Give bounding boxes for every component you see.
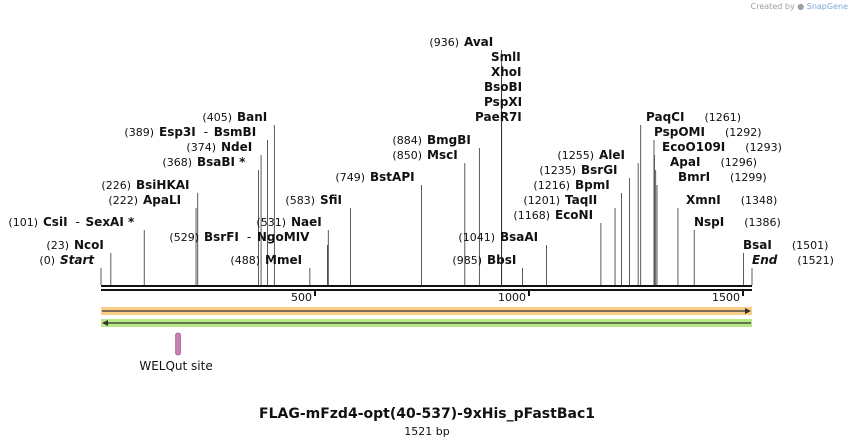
ruler-tick-label: 1500: [712, 291, 740, 304]
site-name: BsaAI: [500, 230, 538, 244]
site-name: BmgBI: [427, 133, 471, 147]
site-position: (884): [392, 134, 422, 147]
site-name: NspI: [694, 215, 724, 229]
site-position: (488): [230, 254, 260, 267]
site-position: (1386): [744, 216, 781, 229]
ruler-tick-label: 1000: [498, 291, 526, 304]
site-name: AleI: [599, 148, 625, 162]
site-position: (101): [8, 216, 38, 229]
site-name: MmeI: [265, 253, 302, 267]
sequence-title: FLAG-mFzd4-opt(40-537)-9xHis_pFastBac1: [259, 406, 595, 422]
site-name: TaqII: [565, 193, 597, 207]
site-position: (1168): [513, 209, 550, 222]
welqut-site-label: WELQut site: [139, 359, 212, 373]
site-name: PaeR7I: [475, 110, 522, 124]
site-name: ApaI: [670, 155, 700, 169]
snapgene-credit: Created by ● SnapGene: [751, 2, 848, 11]
site-name: MscI: [427, 148, 458, 162]
site-position: (368): [162, 156, 192, 169]
site-name: SmlI: [491, 50, 521, 64]
site-position: (1292): [725, 126, 762, 139]
site-name: BbsI: [487, 253, 516, 267]
site-name: BsiHKAI: [136, 178, 190, 192]
site-position: (850): [392, 149, 422, 162]
site-alias: BsmBI: [214, 125, 256, 139]
snapgene-logo-icon: ●: [797, 2, 805, 11]
orange-feature-arrowhead: [745, 308, 751, 314]
site-position: (529): [169, 231, 199, 244]
site-position: (1348): [741, 194, 778, 207]
site-name: BsoBI: [484, 80, 522, 94]
site-alias: SexAI *: [86, 215, 135, 229]
site-position: (1501): [792, 239, 829, 252]
site-name: Esp3I: [159, 125, 196, 139]
site-position: (985): [452, 254, 482, 267]
site-name: EcoO109I: [662, 140, 725, 154]
sequence-length: 1521 bp: [404, 425, 450, 438]
site-position: (1261): [704, 111, 741, 124]
site-name: BmrI: [678, 170, 710, 184]
site-position: (583): [285, 194, 315, 207]
site-name: NaeI: [291, 215, 322, 229]
site-name: Start: [60, 253, 95, 267]
site-position: (749): [335, 171, 365, 184]
site-name: XmnI: [686, 193, 721, 207]
site-position: (1041): [458, 231, 495, 244]
ruler-tick-label: 500: [291, 291, 312, 304]
site-name: CsiI: [43, 215, 68, 229]
site-position: (389): [124, 126, 154, 139]
site-name: BanI: [237, 110, 267, 124]
site-name: NcoI: [74, 238, 104, 252]
site-name: EcoNI: [555, 208, 593, 222]
site-position: (531): [256, 216, 286, 229]
site-position: (1216): [533, 179, 570, 192]
site-name: AvaI: [464, 35, 493, 49]
site-name: BpmI: [575, 178, 610, 192]
site-name: BsrGI: [581, 163, 618, 177]
site-name: SfiI: [320, 193, 342, 207]
site-alias-separator: -: [247, 230, 251, 244]
site-position: (1293): [745, 141, 782, 154]
site-position: (1299): [730, 171, 767, 184]
site-position: (1255): [557, 149, 594, 162]
site-name: XhoI: [491, 65, 522, 79]
site-position: (405): [202, 111, 232, 124]
site-position: (1296): [720, 156, 757, 169]
site-alias-separator: -: [204, 125, 208, 139]
green-feature-arrowhead: [102, 320, 108, 326]
welqut-site-marker: [175, 332, 181, 356]
site-name: BstAPI: [370, 170, 415, 184]
site-position: (1201): [523, 194, 560, 207]
site-name: BsaI: [743, 238, 772, 252]
site-name: BsrFI: [204, 230, 239, 244]
site-name: ApaLI: [143, 193, 181, 207]
site-name: PspOMI: [654, 125, 705, 139]
site-name: BsaBI *: [197, 155, 246, 169]
site-position: (222): [108, 194, 138, 207]
credit-prefix: Created by: [750, 2, 795, 11]
site-position: (936): [429, 36, 459, 49]
site-name: PspXI: [484, 95, 522, 109]
credit-brand: SnapGene: [806, 2, 848, 11]
site-name: PaqCI: [646, 110, 684, 124]
site-position: (374): [186, 141, 216, 154]
site-position: (23): [46, 239, 69, 252]
site-position: (1521): [797, 254, 834, 267]
site-alias-separator: -: [76, 215, 80, 229]
site-name: NdeI: [221, 140, 252, 154]
site-position: (226): [101, 179, 131, 192]
site-position: (1235): [539, 164, 576, 177]
site-position: (0): [39, 254, 55, 267]
site-name: End: [752, 253, 778, 267]
site-alias: NgoMIV: [257, 230, 310, 244]
